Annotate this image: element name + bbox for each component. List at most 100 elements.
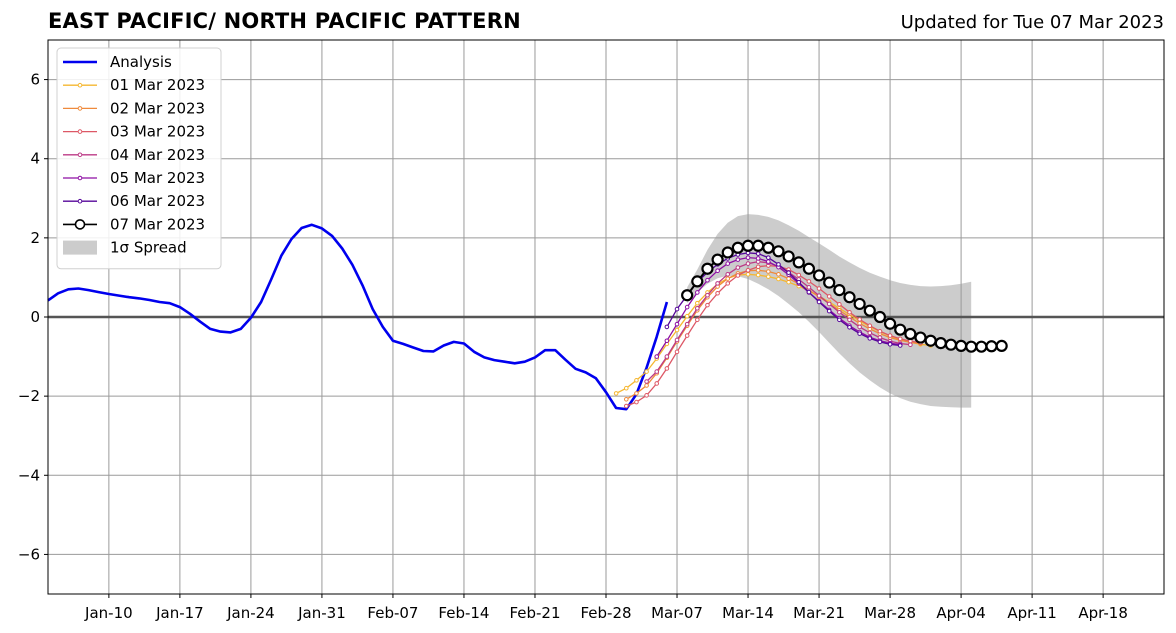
legend-swatch-spread xyxy=(63,240,97,255)
x-tick-label: Feb-14 xyxy=(438,604,489,622)
forecast-point xyxy=(752,239,765,252)
x-tick-label: Jan-31 xyxy=(297,604,346,622)
chart-title: EAST PACIFIC/ NORTH PACIFIC PATTERN xyxy=(48,9,521,33)
forecast-point xyxy=(853,297,866,311)
forecast-point xyxy=(897,336,903,342)
forecast-point xyxy=(654,369,660,374)
forecast-point xyxy=(833,283,846,297)
forecast-point xyxy=(792,256,805,269)
forecast-point xyxy=(711,253,724,266)
forecast-point xyxy=(867,336,873,341)
forecast-point xyxy=(995,339,1008,352)
forecast-point xyxy=(623,397,629,402)
forecast-point xyxy=(934,337,947,350)
forecast-point xyxy=(644,369,649,374)
forecast-point xyxy=(965,340,978,353)
legend-marker xyxy=(77,198,83,204)
forecast-point xyxy=(887,342,893,347)
forecast-point xyxy=(701,262,714,275)
forecast-point xyxy=(755,268,761,273)
forecast-point xyxy=(877,339,883,345)
forecast-point xyxy=(634,399,639,405)
forecast-point xyxy=(826,301,832,307)
forecast-point xyxy=(894,323,907,336)
forecast-point xyxy=(664,338,670,344)
forecast-point xyxy=(786,270,791,275)
forecast-point xyxy=(644,393,649,398)
forecast-point xyxy=(695,317,700,323)
forecast-point xyxy=(715,290,720,296)
forecast-point xyxy=(705,277,710,283)
x-tick-label: Feb-07 xyxy=(367,604,418,622)
x-tick-label: Mar-21 xyxy=(793,604,845,622)
legend-marker xyxy=(77,106,83,111)
forecast-point xyxy=(816,286,822,291)
x-tick-label: Mar-07 xyxy=(651,604,703,622)
series-layer xyxy=(47,223,1008,411)
forecast-point xyxy=(674,321,680,327)
forecast-point xyxy=(796,279,802,285)
forecast-point xyxy=(867,323,873,329)
legend-marker xyxy=(74,219,86,230)
forecast-point xyxy=(806,289,812,295)
forecast-point xyxy=(826,308,832,314)
forecast-point xyxy=(857,317,862,322)
forecast-point xyxy=(755,251,761,256)
forecast-point xyxy=(857,331,862,336)
forecast-point xyxy=(826,294,832,299)
tick-layer: Jan-10 Jan-17 Jan-24 Jan-31 Feb-07 Feb-14 Feb-… xyxy=(18,71,1128,622)
forecast-point xyxy=(735,257,741,262)
forecast-point xyxy=(766,255,771,260)
forecast-point xyxy=(867,330,873,336)
x-tick-label: Jan-10 xyxy=(84,604,133,622)
forecast-point xyxy=(887,333,893,338)
forecast-point xyxy=(613,391,619,396)
legend-label-forecast: 01 Mar 2023 xyxy=(110,76,205,94)
x-tick-label: Mar-28 xyxy=(864,604,916,622)
forecast-point xyxy=(924,334,937,347)
forecast-point xyxy=(806,285,812,290)
x-tick-label: Apr-11 xyxy=(1007,604,1057,622)
forecast-point xyxy=(725,276,731,281)
x-tick-label: Feb-21 xyxy=(509,604,560,622)
forecast-point xyxy=(857,321,862,326)
y-tick-label: −2 xyxy=(18,387,40,405)
forecast-point xyxy=(857,324,862,330)
legend-label-forecast: 03 Mar 2023 xyxy=(110,123,205,141)
forecast-point xyxy=(695,305,700,311)
forecast-point xyxy=(847,309,852,315)
x-tick-label: Mar-14 xyxy=(722,604,774,622)
forecast-point xyxy=(816,299,822,305)
forecast-point xyxy=(623,403,629,409)
forecast-point xyxy=(847,324,852,330)
x-tick-label: Jan-24 xyxy=(226,604,275,622)
forecast-point xyxy=(786,276,791,281)
forecast-point xyxy=(786,279,791,285)
forecast-point xyxy=(725,281,731,286)
forecast-point xyxy=(802,262,816,275)
forecast-point xyxy=(735,265,741,270)
forecast-point xyxy=(755,264,761,270)
forecast-point xyxy=(772,245,785,258)
forecast-point xyxy=(914,331,927,344)
legend-label-forecast: 04 Mar 2023 xyxy=(110,146,205,164)
forecast-point xyxy=(796,272,802,278)
forecast-point xyxy=(664,324,670,330)
forecast-point xyxy=(745,261,751,266)
forecast-point xyxy=(674,349,680,355)
forecast-point xyxy=(664,366,670,371)
forecast-point xyxy=(843,291,856,304)
forecast-point xyxy=(674,327,680,333)
legend-box xyxy=(56,47,222,270)
legend-marker xyxy=(77,175,83,181)
forecast-point xyxy=(705,292,710,298)
forecast-point xyxy=(847,317,852,323)
forecast-point xyxy=(745,268,751,273)
legend-label-forecast: 07 Mar 2023 xyxy=(110,215,205,233)
forecast-point xyxy=(674,306,680,312)
forecast-point xyxy=(766,259,771,264)
forecast-point xyxy=(776,271,781,277)
forecast-point xyxy=(766,269,771,274)
legend: Analysis 01 Mar 2023 02 Mar 2023 03 Mar 202… xyxy=(56,47,222,270)
